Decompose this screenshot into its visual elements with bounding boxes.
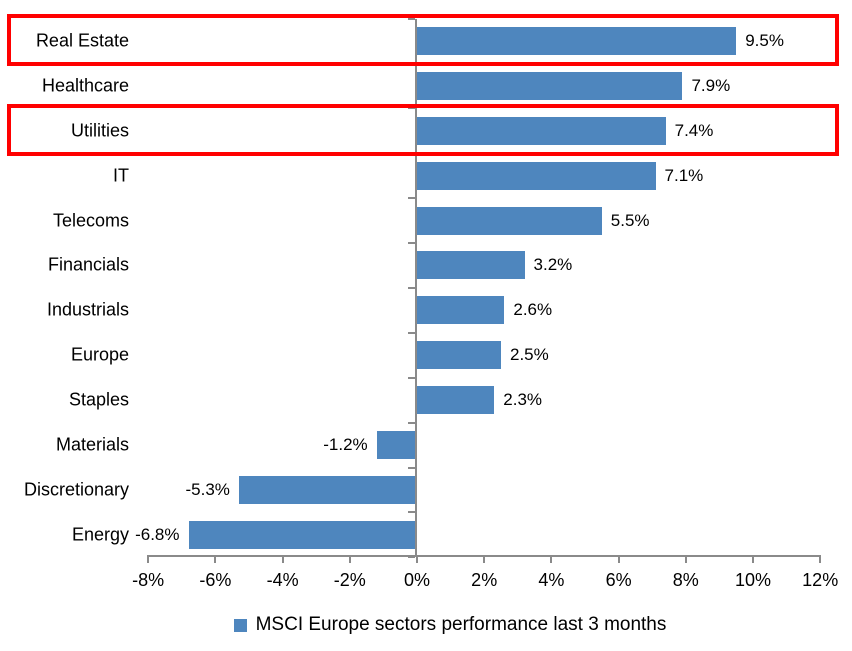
x-axis-tick bbox=[617, 557, 620, 563]
category-label: Discretionary bbox=[23, 479, 129, 500]
x-tick-label: 10% bbox=[734, 570, 772, 590]
x-axis-tick bbox=[550, 557, 553, 563]
data-label: 5.5% bbox=[610, 210, 650, 230]
category-label: Healthcare bbox=[41, 75, 129, 96]
category-label: Industrials bbox=[46, 299, 129, 320]
category-label: Materials bbox=[55, 434, 129, 455]
x-axis-line bbox=[147, 555, 822, 557]
bar bbox=[417, 206, 602, 235]
legend-swatch-icon bbox=[233, 618, 247, 632]
x-axis-tick bbox=[348, 557, 351, 563]
highlight-box-utilities bbox=[7, 104, 839, 157]
y-axis-tick bbox=[408, 331, 415, 334]
bar bbox=[417, 386, 495, 415]
x-tick-label: -8% bbox=[132, 570, 165, 590]
x-tick-label: 4% bbox=[538, 570, 565, 590]
y-axis-tick bbox=[408, 197, 415, 200]
category-label: IT bbox=[113, 165, 129, 186]
highlight-box-real-estate bbox=[7, 14, 839, 67]
y-axis-tick bbox=[408, 421, 415, 424]
y-axis-tick bbox=[408, 466, 415, 469]
bar bbox=[417, 161, 656, 190]
x-axis-tick bbox=[684, 557, 687, 563]
x-tick-label: 2% bbox=[471, 570, 498, 590]
bar bbox=[417, 26, 737, 55]
x-tick-label: -2% bbox=[333, 570, 366, 590]
y-axis-tick bbox=[408, 17, 415, 20]
x-axis-tick bbox=[416, 557, 418, 563]
bar bbox=[417, 251, 525, 280]
y-axis-tick bbox=[408, 242, 415, 244]
x-axis-tick bbox=[752, 557, 754, 563]
bar bbox=[417, 341, 501, 370]
y-axis-tick bbox=[408, 107, 415, 110]
x-tick-label: -4% bbox=[266, 570, 299, 590]
bar bbox=[188, 520, 417, 549]
bar bbox=[417, 71, 683, 100]
category-label: Financials bbox=[47, 254, 129, 275]
data-label: -5.3% bbox=[185, 479, 230, 499]
data-label: 7.1% bbox=[664, 165, 704, 185]
category-label: Real Estate bbox=[35, 30, 129, 51]
x-tick-label: -6% bbox=[199, 570, 232, 590]
x-axis-tick bbox=[147, 557, 150, 563]
data-label: 2.5% bbox=[510, 345, 549, 365]
x-tick-label: 12% bbox=[802, 570, 839, 590]
y-axis-tick bbox=[408, 556, 415, 559]
bar bbox=[417, 296, 505, 325]
category-label: Utilities bbox=[70, 120, 129, 141]
category-label: Staples bbox=[68, 389, 129, 410]
category-label: Telecoms bbox=[52, 210, 129, 231]
x-tick-label: 6% bbox=[605, 570, 632, 590]
data-label: -6.8% bbox=[135, 524, 180, 544]
data-label: 7.4% bbox=[674, 120, 714, 140]
data-label: 7.9% bbox=[691, 75, 731, 95]
y-axis-tick bbox=[408, 376, 415, 379]
x-tick-label: 0% bbox=[403, 570, 431, 590]
x-axis-tick bbox=[214, 557, 217, 563]
x-axis-tick bbox=[483, 557, 486, 563]
data-label: 9.5% bbox=[745, 30, 784, 50]
y-axis-line bbox=[415, 18, 417, 557]
category-label: Europe bbox=[70, 344, 129, 365]
legend-label: MSCI Europe sectors performance last 3 m… bbox=[255, 614, 667, 635]
x-axis-tick bbox=[281, 557, 284, 563]
legend: MSCI Europe sectors performance last 3 m… bbox=[48, 612, 852, 638]
category-label: Energy bbox=[71, 524, 129, 545]
data-label: -1.2% bbox=[323, 435, 368, 455]
data-label: 3.2% bbox=[533, 255, 573, 275]
bar bbox=[417, 116, 666, 145]
x-axis-tick bbox=[819, 557, 822, 563]
bar bbox=[376, 431, 417, 460]
x-tick-label: 8% bbox=[672, 570, 699, 590]
bar bbox=[238, 475, 417, 504]
y-axis-tick bbox=[408, 511, 415, 514]
data-label: 2.3% bbox=[503, 390, 543, 410]
data-label: 2.6% bbox=[513, 300, 553, 320]
y-axis-tick bbox=[408, 286, 415, 289]
